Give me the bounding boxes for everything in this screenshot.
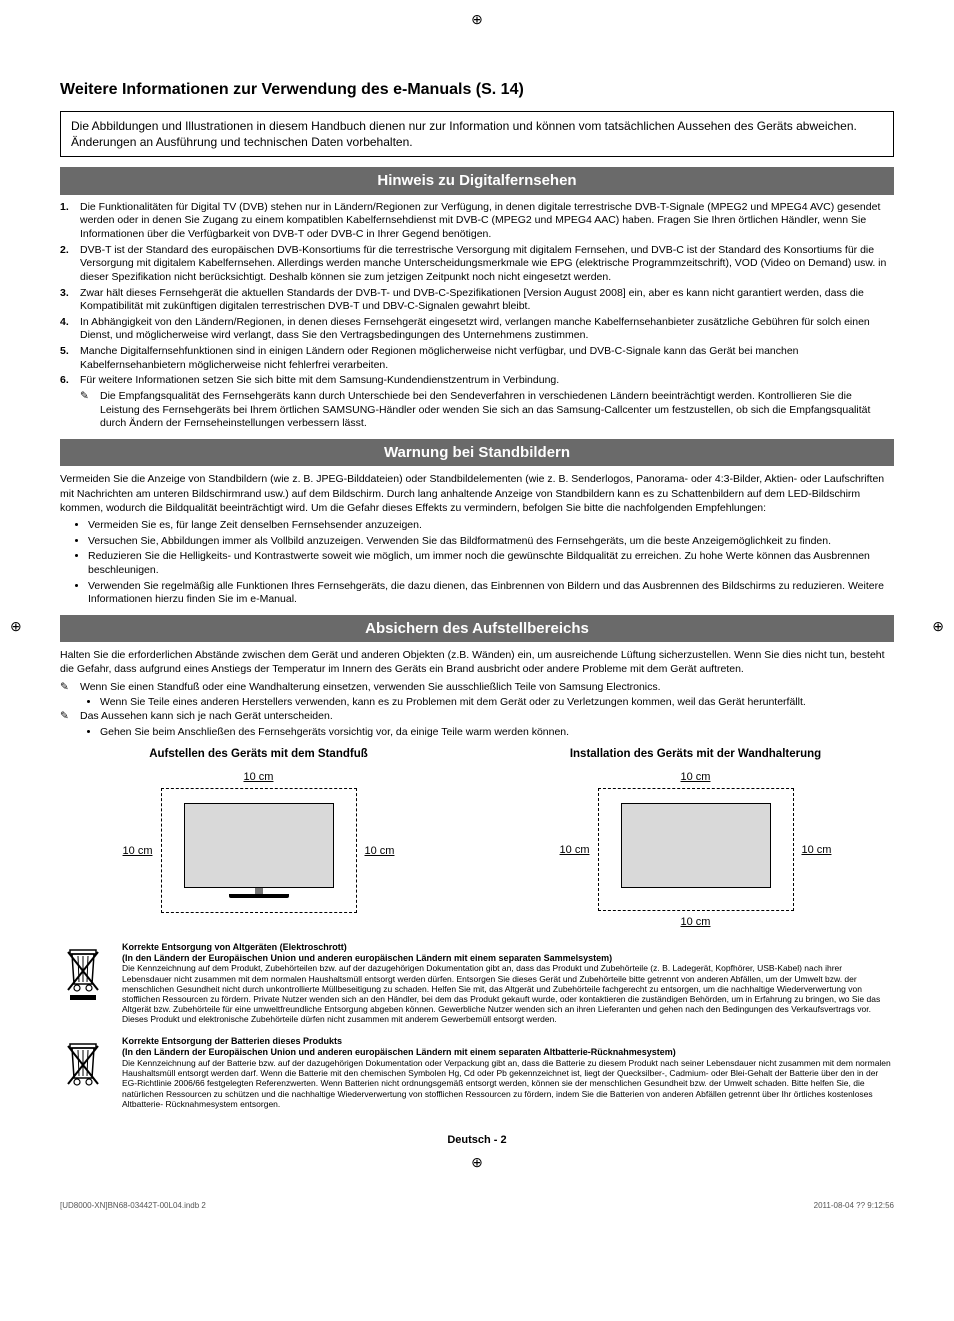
digital-item-1: Die Funktionalitäten für Digital TV (DVB… xyxy=(80,201,894,242)
tv-screen-wall-icon xyxy=(621,803,771,888)
still-bullets: Vermeiden Sie es, für lange Zeit denselb… xyxy=(60,519,894,607)
disposal2-body: Die Kennzeichnung auf der Batterie bzw. … xyxy=(122,1058,894,1109)
diagram-stand-title: Aufstellen des Geräts mit dem Standfuß xyxy=(60,747,457,762)
still-bullet-4: Verwenden Sie regelmäßig alle Funktionen… xyxy=(88,580,894,607)
note-icon: ✎ xyxy=(60,681,80,695)
digital-item-4: In Abhängigkeit von den Ländern/Regionen… xyxy=(80,316,894,343)
intro-box: Die Abbildungen und Illustrationen in di… xyxy=(60,111,894,157)
registration-mark-left: ⊕ xyxy=(10,617,22,635)
install-note2-sub: Gehen Sie beim Anschließen des Fernsehge… xyxy=(100,726,894,740)
disposal-row-1: Korrekte Entsorgung von Altgeräten (Elek… xyxy=(60,942,894,1025)
disposal1-body: Die Kennzeichnung auf dem Produkt, Zubeh… xyxy=(122,963,894,1024)
install-note1: Wenn Sie einen Standfuß oder eine Wandha… xyxy=(80,681,661,695)
section-bar-install: Absichern des Aufstellbereichs xyxy=(60,615,894,643)
registration-mark-bottom: ⊕ xyxy=(60,1153,894,1171)
cm-top-wall: 10 cm xyxy=(497,770,894,784)
install-note2: Das Aussehen kann sich je nach Gerät unt… xyxy=(80,710,333,724)
page-number: Deutsch - 2 xyxy=(60,1133,894,1147)
disposal-row-2: Korrekte Entsorgung der Batterien dieses… xyxy=(60,1036,894,1109)
diagram-stand: Aufstellen des Geräts mit dem Standfuß 1… xyxy=(60,747,457,930)
cm-right: 10 cm xyxy=(365,844,395,858)
disposal2-title: Korrekte Entsorgung der Batterien dieses… xyxy=(122,1036,894,1047)
registration-mark-top: ⊕ xyxy=(471,10,483,28)
digital-item-3: Zwar hält dieses Fernsehgerät die aktuel… xyxy=(80,287,894,314)
disposal1-title: Korrekte Entsorgung von Altgeräten (Elek… xyxy=(122,942,894,953)
page-title: Weitere Informationen zur Verwendung des… xyxy=(60,80,894,101)
digital-list: 1.Die Funktionalitäten für Digital TV (D… xyxy=(60,201,894,388)
diagrams-row: Aufstellen des Geräts mit dem Standfuß 1… xyxy=(60,747,894,930)
print-footer: [UD8000-XN]BN68-03442T-00L04.indb 2 2011… xyxy=(60,1201,894,1211)
battery-bin-icon xyxy=(60,1036,110,1109)
weee-bin-icon xyxy=(60,942,110,1025)
digital-item-2: DVB-T ist der Standard des europäischen … xyxy=(80,244,894,285)
diagram-wall: Installation des Geräts mit der Wandhalt… xyxy=(497,747,894,930)
digital-item-6: Für weitere Informationen setzen Sie sic… xyxy=(80,374,559,388)
print-footer-left: [UD8000-XN]BN68-03442T-00L04.indb 2 xyxy=(60,1201,206,1211)
digital-item-5: Manche Digitalfernsehfunktionen sind in … xyxy=(80,345,894,372)
install-note1-sub: Wenn Sie Teile eines anderen Herstellers… xyxy=(100,696,894,710)
still-bullet-2: Versuchen Sie, Abbildungen immer als Vol… xyxy=(88,535,894,549)
still-bullet-1: Vermeiden Sie es, für lange Zeit denselb… xyxy=(88,519,894,533)
digital-note: Die Empfangsqualität des Fernsehgeräts k… xyxy=(100,390,894,431)
section-bar-digital: Hinweis zu Digitalfernsehen xyxy=(60,167,894,195)
disposal1-sub: (In den Ländern der Europäischen Union u… xyxy=(122,953,894,964)
cm-top: 10 cm xyxy=(60,770,457,784)
cm-left-wall: 10 cm xyxy=(560,843,590,857)
print-footer-right: 2011-08-04 ?? 9:12:56 xyxy=(814,1201,894,1211)
registration-mark-right: ⊕ xyxy=(932,617,944,635)
dashed-clearance-box-wall xyxy=(598,788,794,911)
install-intro: Halten Sie die erforderlichen Abstände z… xyxy=(60,648,894,676)
disposal2-sub: (In den Ländern der Europäischen Union u… xyxy=(122,1047,894,1058)
note-icon: ✎ xyxy=(60,710,80,724)
cm-right-wall: 10 cm xyxy=(802,843,832,857)
dashed-clearance-box xyxy=(161,788,357,913)
tv-stand-icon xyxy=(229,894,289,898)
cm-left: 10 cm xyxy=(123,844,153,858)
note-icon: ✎ xyxy=(80,390,100,431)
diagram-wall-title: Installation des Geräts mit der Wandhalt… xyxy=(497,747,894,762)
still-intro: Vermeiden Sie die Anzeige von Standbilde… xyxy=(60,472,894,515)
tv-screen-icon xyxy=(184,803,334,888)
section-bar-still: Warnung bei Standbildern xyxy=(60,439,894,467)
still-bullet-3: Reduzieren Sie die Helligkeits- und Kont… xyxy=(88,550,894,577)
cm-bottom-wall: 10 cm xyxy=(497,915,894,929)
